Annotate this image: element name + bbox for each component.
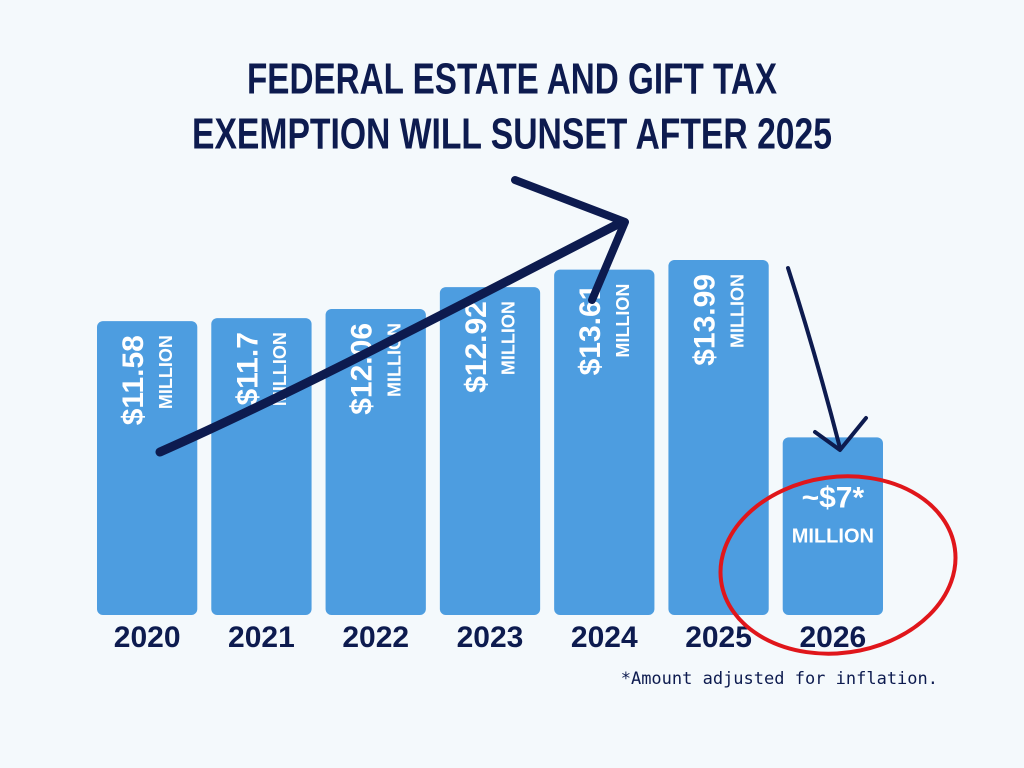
unit-label: MILLION	[499, 301, 519, 375]
x-tick-label: 2026	[799, 621, 866, 654]
unit-label: MILLION	[156, 335, 176, 409]
bar	[97, 321, 198, 615]
falling-arrow	[786, 266, 842, 450]
arrow-head	[511, 176, 629, 304]
value-label: ~$7*	[802, 481, 865, 514]
x-tick-label: 2023	[457, 621, 524, 654]
x-tick-label: 2024	[571, 621, 638, 654]
unit-label: MILLION	[727, 274, 747, 348]
bar	[325, 308, 426, 615]
chart-title: FEDERAL ESTATE AND GIFT TAX	[247, 55, 777, 104]
unit-label: MILLION	[792, 526, 874, 548]
arrow-head	[813, 416, 868, 452]
value-label: $11.7	[231, 332, 264, 405]
bar	[554, 269, 655, 615]
footnote: *Amount adjusted for inflation.	[621, 669, 938, 689]
x-tick-label: 2021	[228, 621, 295, 654]
x-tick-label: 2025	[685, 621, 752, 654]
bar	[439, 287, 541, 615]
unit-label: MILLION	[270, 332, 290, 406]
bar	[668, 260, 769, 615]
unit-label: MILLION	[613, 284, 633, 358]
x-tick-label: 2022	[342, 621, 409, 654]
x-tick-label: 2020	[114, 621, 181, 654]
chart-title: EXEMPTION WILL SUNSET AFTER 2025	[192, 110, 832, 159]
value-label: $11.58	[117, 335, 150, 425]
value-label: $13.99	[688, 274, 721, 366]
rising-arrow	[155, 217, 627, 457]
highlight-circle	[718, 474, 958, 656]
value-label: $12.92	[460, 301, 493, 393]
value-label: $12.06	[346, 323, 379, 415]
